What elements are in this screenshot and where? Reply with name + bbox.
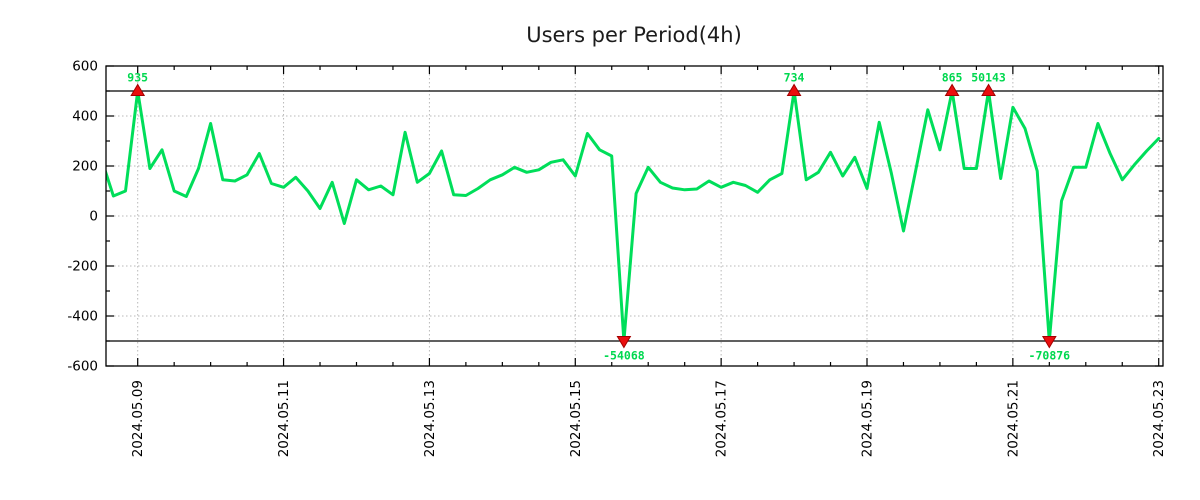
series-line: [106, 89, 1161, 343]
x-tick-label: 2024.05.23: [1151, 380, 1167, 457]
peak-value-label: 935: [127, 71, 148, 85]
extreme-markers-layer: 935 -54068 734 865 50143 -70876: [127, 71, 1070, 363]
tick-layer: [106, 65, 1163, 367]
y-tick-label: -200: [67, 259, 98, 275]
axis-labels-layer: 600 400 200 0 -200 -400 -600 2024.05.09 2024.05.…: [67, 59, 1167, 458]
y-tick-label: 0: [89, 209, 98, 225]
chart-title: Users per Period(4h): [526, 23, 742, 47]
y-tick-label: -600: [67, 359, 98, 375]
clipped-peak-marker: [130, 83, 146, 96]
peak-value-label: 865: [942, 71, 963, 85]
series-layer: [106, 89, 1161, 343]
clipped-peak-marker: [981, 83, 996, 96]
x-tick-label: 2024.05.21: [1005, 380, 1021, 457]
peak-value-label: 734: [784, 71, 805, 85]
x-tick-label: 2024.05.11: [276, 380, 292, 457]
x-tick-label: 2024.05.13: [422, 380, 438, 457]
clipped-peak-marker: [786, 83, 802, 96]
peak-value-label: 50143: [971, 71, 1006, 85]
y-tick-label: 600: [72, 59, 98, 75]
clipped-trough-marker: [616, 336, 632, 349]
x-tick-label: 2024.05.09: [130, 380, 146, 457]
x-tick-label: 2024.05.19: [860, 380, 876, 457]
trough-value-label: -70876: [1029, 349, 1071, 363]
y-tick-label: 400: [72, 109, 98, 125]
trough-value-label: -54068: [603, 349, 645, 363]
y-tick-label: -400: [67, 309, 98, 325]
clipped-peak-marker: [944, 83, 960, 96]
y-tick-label: 200: [72, 159, 98, 175]
clipped-trough-marker: [1041, 336, 1057, 349]
x-tick-label: 2024.05.15: [568, 380, 584, 457]
x-tick-label: 2024.05.17: [714, 380, 730, 457]
